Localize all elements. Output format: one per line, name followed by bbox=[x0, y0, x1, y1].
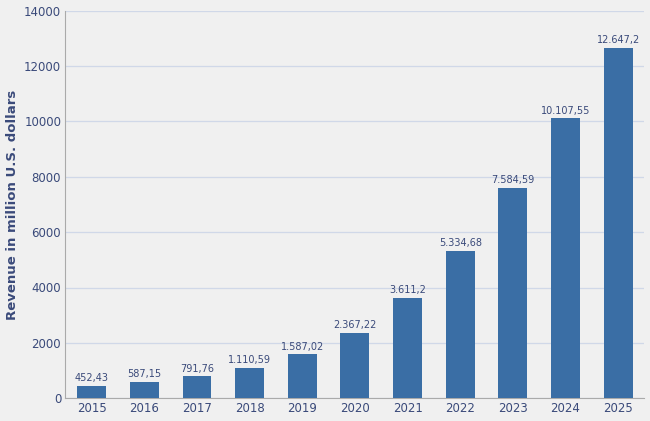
Text: 791,76: 791,76 bbox=[180, 364, 214, 373]
Bar bbox=[446, 250, 474, 398]
Bar bbox=[551, 118, 580, 398]
Text: 10.107,55: 10.107,55 bbox=[541, 106, 590, 116]
Text: 587,15: 587,15 bbox=[127, 369, 161, 379]
Bar bbox=[288, 354, 317, 398]
Text: 5.334,68: 5.334,68 bbox=[439, 238, 482, 248]
Text: 452,43: 452,43 bbox=[75, 373, 109, 383]
Text: 3.611,2: 3.611,2 bbox=[389, 285, 426, 296]
Bar bbox=[77, 386, 106, 398]
Text: 1.587,02: 1.587,02 bbox=[281, 341, 324, 352]
Bar bbox=[235, 368, 264, 398]
Text: 12.647,2: 12.647,2 bbox=[597, 35, 640, 45]
Text: 2.367,22: 2.367,22 bbox=[333, 320, 376, 330]
Text: 7.584,59: 7.584,59 bbox=[491, 176, 534, 186]
Bar bbox=[393, 298, 422, 398]
Bar bbox=[604, 48, 632, 398]
Text: 1.110,59: 1.110,59 bbox=[228, 355, 271, 365]
Y-axis label: Revenue in million U.S. dollars: Revenue in million U.S. dollars bbox=[6, 89, 19, 320]
Bar bbox=[183, 376, 211, 398]
Bar bbox=[499, 188, 527, 398]
Bar bbox=[341, 333, 369, 398]
Bar bbox=[130, 382, 159, 398]
